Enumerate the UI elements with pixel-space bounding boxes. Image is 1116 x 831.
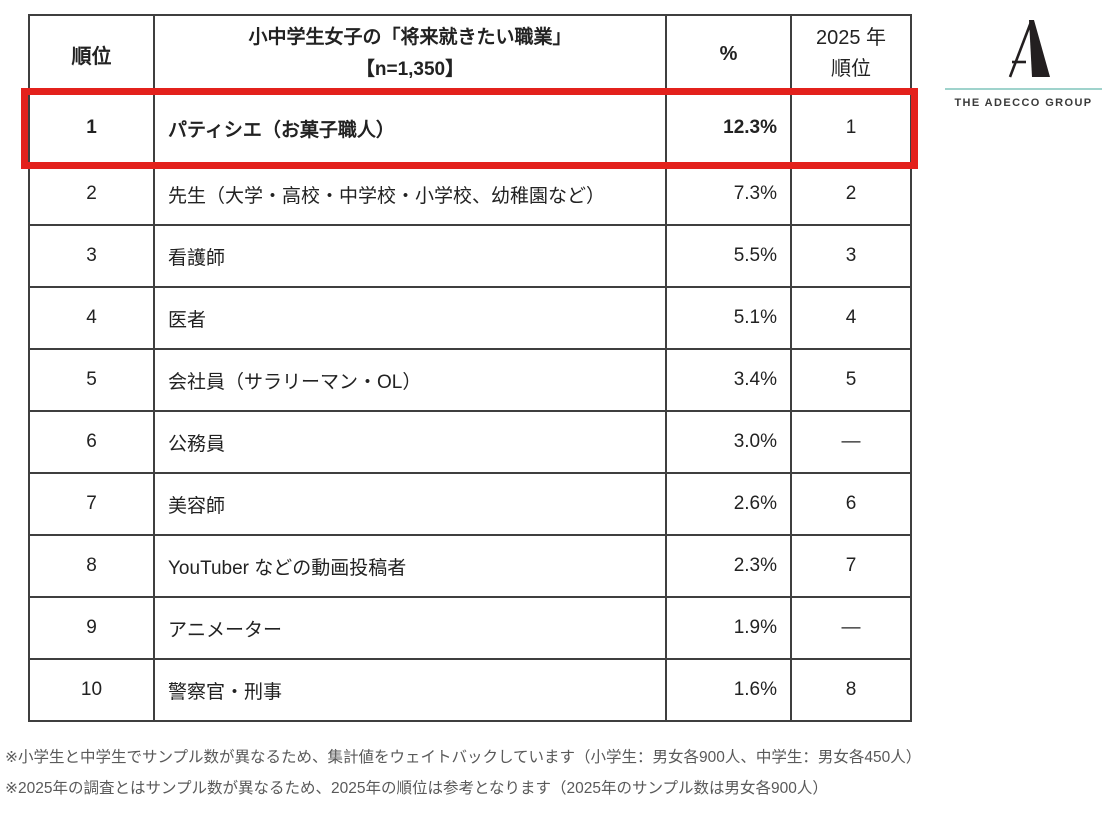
table-row: 7 美容師 2.6% 6	[28, 472, 912, 536]
occupation-cell: 美容師	[153, 472, 667, 536]
table-row: 1 パティシエ（お菓子職人） 12.3% 1	[28, 92, 912, 164]
header-occupation-sample: 【n=1,350】	[355, 59, 465, 80]
rank-2025-cell: 5	[790, 348, 912, 412]
adecco-a-icon	[1008, 20, 1050, 78]
table-row: 2 先生（大学・高校・中学校・小学校、幼稚園など） 7.3% 2	[28, 162, 912, 226]
percent-cell: 5.1%	[665, 286, 792, 350]
footnote-2025-sample: ※2025年の調査とはサンプル数が異なるため、2025年の順位は参考となります（…	[5, 780, 828, 797]
header-rank-2025-label: 順位	[831, 58, 871, 80]
header-rank: 順位	[28, 14, 155, 94]
occupation-cell: YouTuber などの動画投稿者	[153, 534, 667, 598]
percent-cell: 7.3%	[665, 162, 792, 226]
percent-cell: 1.9%	[665, 596, 792, 660]
occupation-cell: 医者	[153, 286, 667, 350]
rank-cell: 6	[28, 410, 155, 474]
rank-cell: 5	[28, 348, 155, 412]
table-row: 4 医者 5.1% 4	[28, 286, 912, 350]
ranking-table: 順位 小中学生女子の「将来就きたい職業」 【n=1,350】 % 2025 年 …	[28, 14, 912, 722]
occupation-cell: 先生（大学・高校・中学校・小学校、幼稚園など）	[153, 162, 667, 226]
rank-cell: 2	[28, 162, 155, 226]
percent-cell: 2.6%	[665, 472, 792, 536]
rank-cell: 3	[28, 224, 155, 288]
rank-cell: 4	[28, 286, 155, 350]
occupation-cell: 公務員	[153, 410, 667, 474]
footnote-weightback: ※小学生と中学生でサンプル数が異なるため、集計値をウェイトバックしています（小学…	[5, 749, 922, 766]
table-row: 5 会社員（サラリーマン・OL） 3.4% 5	[28, 348, 912, 412]
rank-2025-cell: 7	[790, 534, 912, 598]
rank-2025-cell: 4	[790, 286, 912, 350]
rank-cell: 1	[28, 92, 155, 164]
occupation-cell: 会社員（サラリーマン・OL）	[153, 348, 667, 412]
rank-cell: 7	[28, 472, 155, 536]
occupation-cell: 警察官・刑事	[153, 658, 667, 722]
table-row: 9 アニメーター 1.9% —	[28, 596, 912, 660]
header-rank-2025: 2025 年 順位	[790, 14, 912, 94]
header-occupation: 小中学生女子の「将来就きたい職業」 【n=1,350】	[153, 14, 667, 94]
rank-2025-cell: 6	[790, 472, 912, 536]
rank-cell: 8	[28, 534, 155, 598]
occupation-cell: 看護師	[153, 224, 667, 288]
table-row: 8 YouTuber などの動画投稿者 2.3% 7	[28, 534, 912, 598]
occupation-cell: パティシエ（お菓子職人）	[153, 92, 667, 164]
table-row: 3 看護師 5.5% 3	[28, 224, 912, 288]
table-row: 6 公務員 3.0% —	[28, 410, 912, 474]
header-occupation-title: 小中学生女子の「将来就きたい職業」	[248, 27, 572, 48]
footnotes: ※小学生と中学生でサンプル数が異なるため、集計値をウェイトバックしています（小学…	[5, 742, 1111, 804]
rank-cell: 9	[28, 596, 155, 660]
rank-2025-cell: 3	[790, 224, 912, 288]
header-percent: %	[665, 14, 792, 94]
percent-cell: 2.3%	[665, 534, 792, 598]
rank-2025-cell: 2	[790, 162, 912, 226]
rank-2025-cell: 8	[790, 658, 912, 722]
rank-2025-cell: —	[790, 596, 912, 660]
percent-cell: 1.6%	[665, 658, 792, 722]
percent-cell: 3.0%	[665, 410, 792, 474]
header-rank-2025-year: 2025 年	[815, 27, 887, 49]
rank-cell: 10	[28, 658, 155, 722]
adecco-wordmark: THE ADECCO GROUP	[954, 97, 1093, 109]
adecco-logo-divider	[945, 88, 1102, 90]
percent-cell: 5.5%	[665, 224, 792, 288]
occupation-cell: アニメーター	[153, 596, 667, 660]
table-header-row: 順位 小中学生女子の「将来就きたい職業」 【n=1,350】 % 2025 年 …	[28, 14, 912, 94]
table-row: 10 警察官・刑事 1.6% 8	[28, 658, 912, 722]
rank-2025-cell: —	[790, 410, 912, 474]
percent-cell: 3.4%	[665, 348, 792, 412]
percent-cell: 12.3%	[665, 92, 792, 164]
rank-2025-cell: 1	[790, 92, 912, 164]
